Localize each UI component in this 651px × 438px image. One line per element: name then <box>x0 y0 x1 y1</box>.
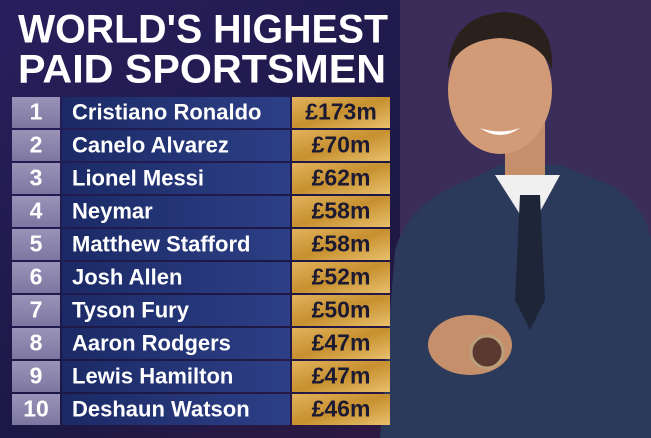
athlete-name: Lewis Hamilton <box>72 363 233 388</box>
rank-cell <box>12 229 60 260</box>
earnings-cell <box>292 229 390 260</box>
earnings-cell <box>292 196 390 227</box>
table-row: 10 Deshaun Watson £46m <box>12 394 390 425</box>
athlete-name: Deshaun Watson <box>72 396 250 421</box>
table-row: 4 Neymar £58m <box>12 196 390 227</box>
rank: 5 <box>30 231 43 257</box>
earnings-cell <box>292 130 390 161</box>
earnings: £173m <box>305 99 377 125</box>
rank-cell <box>12 130 60 161</box>
rank: 6 <box>30 264 43 290</box>
rank: 3 <box>30 165 43 191</box>
name-cell <box>62 163 290 194</box>
earnings: £46m <box>312 396 371 422</box>
rank: 2 <box>30 132 43 158</box>
name-cell <box>62 394 290 425</box>
name-cell <box>62 196 290 227</box>
earnings: £58m <box>312 198 371 224</box>
name-cell <box>62 328 290 359</box>
earnings-cell <box>292 97 390 128</box>
earnings-cell <box>292 295 390 326</box>
rank-cell <box>12 196 60 227</box>
rank-cell <box>12 361 60 392</box>
earnings: £52m <box>312 264 371 290</box>
earnings: £70m <box>312 132 371 158</box>
earnings-cell <box>292 328 390 359</box>
ranking-table: 1 Cristiano Ronaldo £173m 2 Canelo Alvarez £7… <box>12 97 390 425</box>
photo <box>380 0 651 438</box>
earnings: £47m <box>312 330 371 356</box>
table-row: 1 Cristiano Ronaldo £173m <box>12 97 390 128</box>
earnings: £62m <box>312 165 371 191</box>
athlete-name: Canelo Alvarez <box>72 132 229 157</box>
name-cell <box>62 130 290 161</box>
earnings-cell <box>292 262 390 293</box>
earnings-cell <box>292 394 390 425</box>
table-row: 6 Josh Allen £52m <box>12 262 390 293</box>
athlete-name: Matthew Stafford <box>72 231 250 256</box>
title-line: WORLD'S HIGHEST <box>18 8 388 52</box>
rank: 8 <box>30 330 43 356</box>
table-row: 9 Lewis Hamilton £47m <box>12 361 390 392</box>
name-cell <box>62 229 290 260</box>
table-row: 5 Matthew Stafford £58m <box>12 229 390 260</box>
rank: 7 <box>30 297 43 323</box>
rank-cell <box>12 97 60 128</box>
athlete-name: Lionel Messi <box>72 165 204 190</box>
name-cell <box>62 97 290 128</box>
table-row: 3 Lionel Messi £62m <box>12 163 390 194</box>
rank-cell <box>12 394 60 425</box>
athlete-name: Josh Allen <box>72 264 182 289</box>
earnings: £47m <box>312 363 371 389</box>
rank: 1 <box>30 99 43 125</box>
athlete-name: Tyson Fury <box>72 297 190 322</box>
rank-cell <box>12 328 60 359</box>
title-line: PAID SPORTSMEN <box>18 48 386 92</box>
athlete-name: Neymar <box>72 198 153 223</box>
rank: 9 <box>30 363 43 389</box>
name-cell <box>62 361 290 392</box>
earnings: £58m <box>312 231 371 257</box>
name-cell <box>62 295 290 326</box>
rank-cell <box>12 262 60 293</box>
table-row: 2 Canelo Alvarez £70m <box>12 130 390 161</box>
rank-cell <box>12 163 60 194</box>
athlete-name: Cristiano Ronaldo <box>72 99 261 124</box>
table-row: 7 Tyson Fury £50m <box>12 295 390 326</box>
rank-cell <box>12 295 60 326</box>
athlete-name: Aaron Rodgers <box>72 330 231 355</box>
earnings-cell <box>292 361 390 392</box>
earnings-cell <box>292 163 390 194</box>
rank: 4 <box>30 198 43 224</box>
table-row: 8 Aaron Rodgers £47m <box>12 328 390 359</box>
name-cell <box>62 262 290 293</box>
rank: 10 <box>23 396 49 422</box>
earnings: £50m <box>312 297 371 323</box>
